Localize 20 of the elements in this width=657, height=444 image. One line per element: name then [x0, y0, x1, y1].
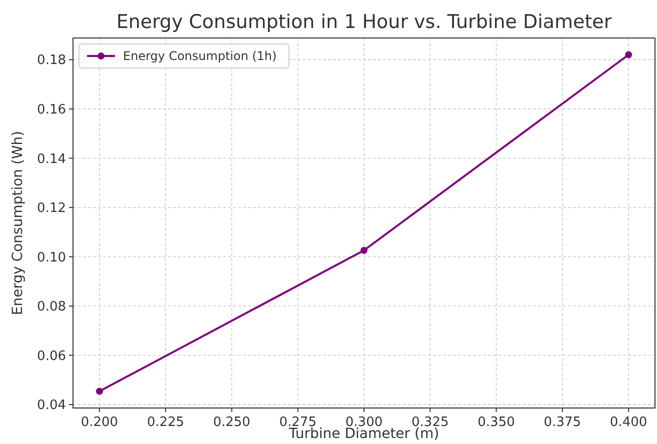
- point: [96, 388, 103, 395]
- y-axis-title: Energy Consumption (Wh): [10, 130, 26, 316]
- x-tick-label: 0.375: [544, 415, 582, 430]
- point: [360, 246, 368, 254]
- y-tick-label: 0.04: [37, 398, 66, 414]
- x-tick-label: 0.250: [213, 415, 250, 430]
- x-tick-label: 0.200: [80, 415, 118, 430]
- x-tick-label: 0.350: [478, 415, 515, 430]
- y-tick-label: 0.06: [37, 348, 66, 364]
- x-tick-label: 0.225: [146, 415, 184, 430]
- y-tick-label: 0.14: [37, 152, 66, 167]
- legend-label: Energy Consumption (1h): [123, 49, 277, 64]
- y-tick-label: 0.18: [37, 53, 66, 68]
- y-tick-label: 0.16: [37, 102, 66, 118]
- chart-title: Energy Consumption in 1 Hour vs. Turbine Diameter: [116, 11, 612, 33]
- point: [625, 51, 632, 58]
- y-tick-label: 0.12: [37, 201, 66, 216]
- y-tick-label: 0.10: [37, 250, 66, 266]
- x-tick-label: 0.400: [610, 415, 648, 430]
- y-tick-label: 0.08: [37, 300, 66, 315]
